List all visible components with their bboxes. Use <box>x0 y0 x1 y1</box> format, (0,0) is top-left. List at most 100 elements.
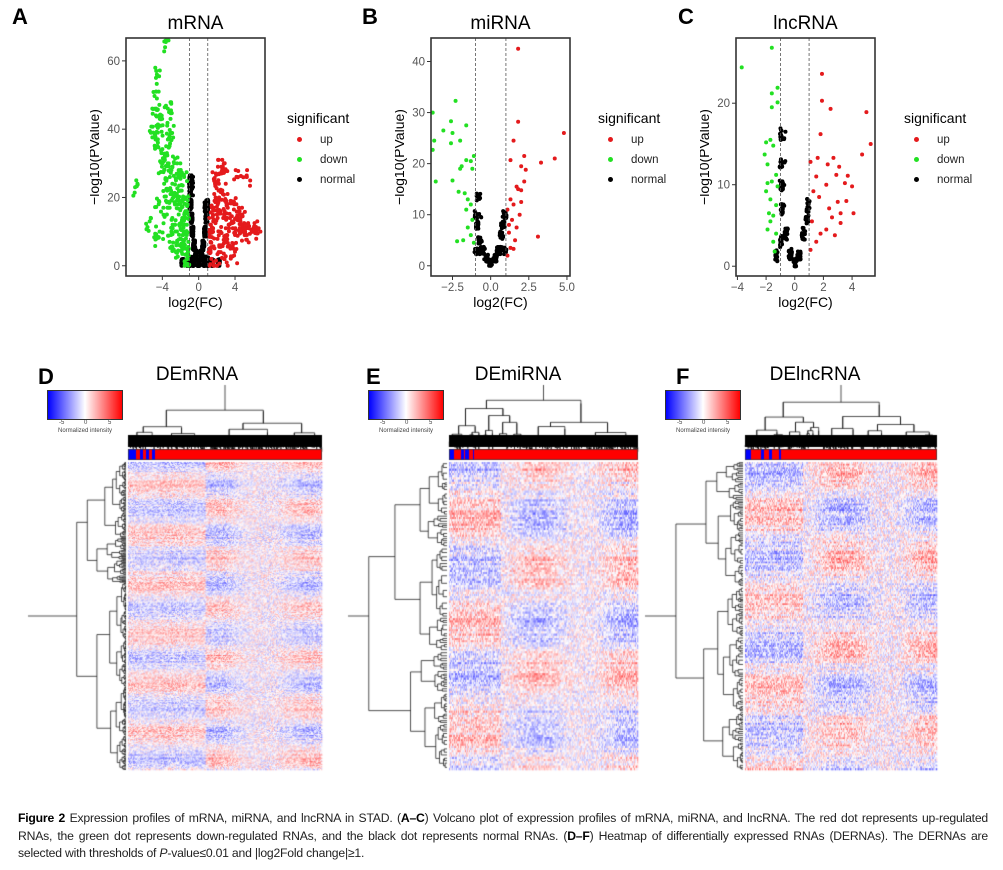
point-down <box>162 181 167 186</box>
x-tick-label: 2 <box>820 282 826 294</box>
point-up <box>258 229 263 234</box>
point-up <box>864 110 869 115</box>
plot-frame <box>735 37 876 277</box>
point-up <box>217 261 222 266</box>
point-down <box>162 194 167 199</box>
point-up <box>217 243 222 248</box>
point-up <box>221 170 226 175</box>
point-down <box>464 123 469 128</box>
legend-label: up <box>937 134 950 146</box>
point-up <box>246 226 251 231</box>
point-down <box>186 249 191 254</box>
series-normal <box>773 126 812 269</box>
up-dot-icon <box>608 137 613 143</box>
point-up <box>523 167 528 172</box>
y-tick-label: 0 <box>724 261 730 273</box>
point-normal <box>190 234 195 239</box>
point-up <box>510 217 515 222</box>
point-down <box>144 221 149 226</box>
point-normal <box>476 194 481 199</box>
point-down <box>170 215 175 220</box>
point-down <box>771 213 776 218</box>
point-down <box>468 233 473 238</box>
point-up <box>221 206 226 211</box>
point-down <box>155 140 160 145</box>
x-tick-label: 5.0 <box>559 282 575 294</box>
point-normal <box>482 246 487 251</box>
heatmap-title-mrna: DEmRNA <box>155 364 239 385</box>
point-down <box>169 100 174 105</box>
point-normal <box>791 257 796 262</box>
point-up <box>209 256 214 261</box>
point-up <box>242 221 247 226</box>
colorbar-mrna: -5 0 5 Normalized intensity <box>47 390 123 434</box>
point-down <box>762 152 767 157</box>
point-down <box>471 240 476 245</box>
x-tick-label: 2.5 <box>521 282 537 294</box>
point-down <box>182 212 187 217</box>
point-down <box>468 202 473 207</box>
point-normal <box>202 242 207 247</box>
colorbar-tick: 0 <box>405 420 409 426</box>
point-up <box>234 174 239 179</box>
point-down <box>154 232 159 237</box>
point-down <box>163 45 168 50</box>
legend-title: significant <box>598 110 661 126</box>
colorbar-ticks: -5 0 5 <box>665 420 741 428</box>
point-down <box>163 177 168 182</box>
point-up <box>809 219 814 224</box>
point-up <box>212 263 217 268</box>
point-down <box>168 141 173 146</box>
point-up <box>244 174 249 179</box>
point-up <box>221 161 226 166</box>
colorbar-tick: 5 <box>429 420 433 426</box>
legend-mrna: significant up down normal <box>287 110 355 186</box>
point-down <box>184 209 189 214</box>
point-down <box>165 123 170 128</box>
point-up <box>845 173 850 178</box>
point-down <box>433 179 438 184</box>
point-down <box>155 125 160 130</box>
point-up <box>850 184 855 189</box>
series-down <box>739 45 780 254</box>
point-up <box>827 206 832 211</box>
point-up <box>237 212 242 217</box>
heatmap-mrna <box>25 383 325 773</box>
up-dot-icon <box>914 137 919 143</box>
point-up <box>834 172 839 177</box>
point-up <box>245 168 250 173</box>
point-down <box>160 123 165 128</box>
point-down <box>134 184 139 189</box>
point-down <box>181 218 186 223</box>
point-up <box>511 246 516 251</box>
point-down <box>175 202 180 207</box>
point-up <box>219 224 224 229</box>
point-down <box>462 191 467 196</box>
colorbar-lncrna: -5 0 5 Normalized intensity <box>665 390 741 434</box>
point-down <box>157 102 162 107</box>
down-dot-icon <box>914 157 919 163</box>
legend-label: up <box>631 134 644 146</box>
point-up <box>808 159 813 164</box>
legend-item-normal: normal <box>608 174 666 186</box>
point-up <box>818 231 823 236</box>
point-up <box>234 202 239 207</box>
point-up <box>226 226 231 231</box>
caption-text: -value≤0.01 and |log2Fold change|≥1. <box>167 846 365 860</box>
point-down <box>132 190 137 195</box>
point-down <box>172 200 177 205</box>
point-down <box>448 119 453 124</box>
point-down <box>163 163 168 168</box>
point-down <box>162 39 167 44</box>
point-down <box>470 217 475 222</box>
point-down <box>158 112 163 117</box>
point-down <box>181 196 186 201</box>
point-down <box>771 239 776 244</box>
point-down <box>179 249 184 254</box>
series-down <box>430 98 476 245</box>
y-tick-label: 40 <box>107 124 120 136</box>
y-axis-label: −log10(PValue) <box>90 109 102 205</box>
point-normal <box>500 224 505 229</box>
point-up <box>242 209 247 214</box>
legend-item-up: up <box>608 134 666 146</box>
